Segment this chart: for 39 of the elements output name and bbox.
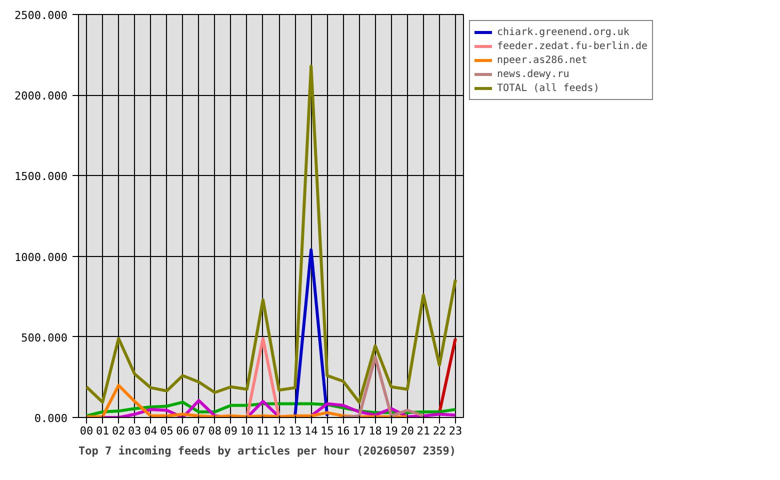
- x-tick-label: 02: [112, 424, 126, 438]
- x-tick-label: 22: [432, 424, 446, 438]
- x-tick-label: 21: [416, 424, 430, 438]
- x-tick-label: 23: [448, 424, 462, 438]
- y-tick-label: 500.000: [21, 331, 68, 344]
- x-tick-label: 10: [240, 424, 254, 438]
- x-tick-label: 14: [304, 424, 318, 438]
- text: Top 7 incoming feeds by articles per hour (20260507 2359): [78, 444, 456, 458]
- line-series: [85, 64, 457, 404]
- x-tick-label: 20: [400, 424, 414, 438]
- legend-label: news.dewy.ru: [497, 68, 570, 81]
- x-tick-label: 03: [128, 424, 142, 438]
- legend-label: TOTAL (all feeds): [497, 82, 600, 95]
- x-tick-label: 17: [352, 424, 366, 438]
- legend-label: chiark.greenend.org.uk: [497, 26, 630, 39]
- x-tick-label: 16: [336, 424, 350, 438]
- x-tick-label: 05: [160, 424, 174, 438]
- y-tick-label: 1500.000: [14, 170, 68, 184]
- x-tick-label: 12: [272, 424, 286, 438]
- x-tick-label: 04: [144, 424, 158, 438]
- line-series: [85, 384, 409, 418]
- x-tick-label: 18: [368, 424, 382, 438]
- x-tick-label: 11: [256, 424, 270, 438]
- x-tick-label: 07: [192, 424, 206, 438]
- y-tick-label: 1000.000: [14, 250, 68, 264]
- x-tick-label: 09: [224, 424, 238, 438]
- y-tick-label: 0.000: [34, 412, 68, 425]
- x-tick-label: 08: [208, 424, 222, 438]
- line-series: [342, 356, 425, 418]
- legend-label: npeer.as286.net: [497, 54, 588, 67]
- y-tick-label: 2500.000: [14, 9, 68, 22]
- x-tick-label: 06: [176, 424, 190, 438]
- legend-label: feeder.zedat.fu-berlin.de: [497, 40, 648, 53]
- x-tick-label: 19: [384, 424, 398, 438]
- x-tick-label: 01: [96, 424, 110, 438]
- x-tick-label: 15: [320, 424, 334, 438]
- x-tick-label: 00: [80, 424, 94, 438]
- y-tick-label: 2000.000: [14, 90, 68, 103]
- x-tick-label: 13: [288, 424, 302, 438]
